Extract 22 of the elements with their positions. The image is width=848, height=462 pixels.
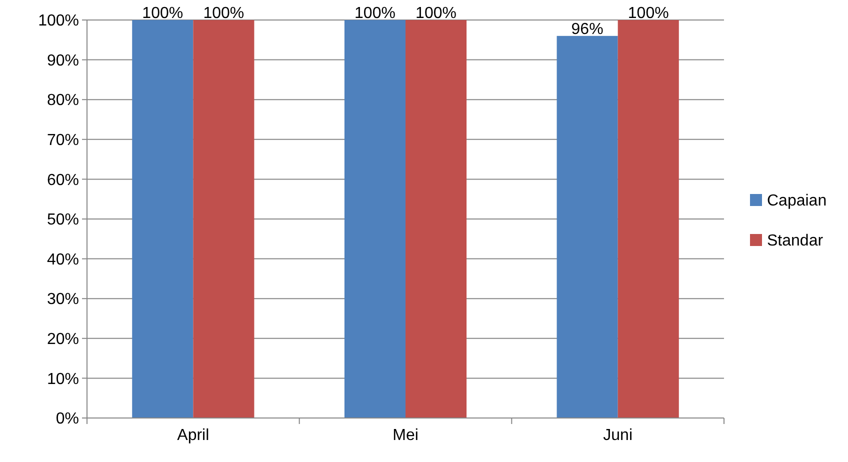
x-tick-label: April bbox=[177, 427, 210, 444]
data-label: 100% bbox=[416, 5, 456, 22]
data-label: 100% bbox=[354, 5, 396, 22]
y-tick-label: 60% bbox=[46, 172, 79, 189]
y-tick-label: 30% bbox=[46, 291, 79, 308]
y-tick-label: 20% bbox=[46, 331, 79, 348]
data-label: 100% bbox=[142, 5, 184, 22]
y-tick-label: 80% bbox=[46, 92, 79, 110]
x-tick-label: Mei bbox=[392, 427, 418, 444]
y-tick-label: 10% bbox=[46, 370, 79, 388]
y-tick-label: 50% bbox=[46, 212, 79, 229]
data-label: 96% bbox=[571, 20, 604, 38]
legend-label: Standar bbox=[767, 232, 824, 250]
x-tick-label: Juni bbox=[603, 427, 633, 444]
y-tick-label: 0% bbox=[56, 410, 79, 428]
y-tick-label: 40% bbox=[46, 251, 79, 268]
y-tick-label: 70% bbox=[46, 132, 79, 149]
legend-label: Capaian bbox=[767, 192, 827, 210]
data-label: 100% bbox=[203, 5, 244, 22]
data-label: 100% bbox=[628, 5, 669, 22]
y-tick-label: 100% bbox=[38, 12, 79, 30]
y-tick-label: 90% bbox=[46, 52, 79, 70]
